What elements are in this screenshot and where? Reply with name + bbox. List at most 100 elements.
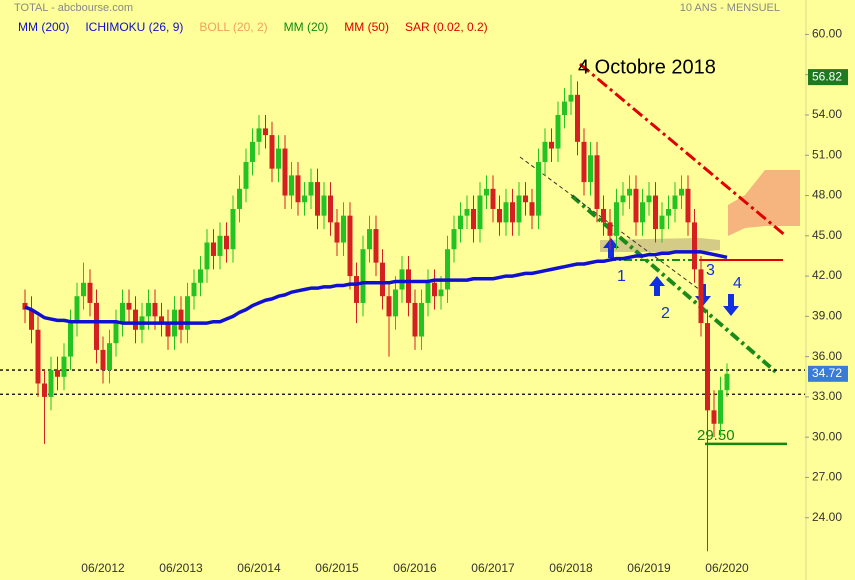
candle-body (29, 309, 34, 330)
candle-body (646, 195, 652, 203)
candle-body (263, 128, 268, 136)
candle-body (211, 242, 216, 256)
candle-body (542, 141, 548, 162)
candle-body (360, 249, 366, 303)
candle-body (685, 188, 691, 223)
candle-body (464, 208, 470, 216)
trend-line (570, 194, 778, 374)
candle-body (718, 390, 723, 424)
trend-line (519, 156, 701, 291)
candle-body (562, 101, 567, 115)
annotation: 4 Octobre 2018 (578, 56, 716, 78)
legend-entry: SAR (0.02, 0.2) (405, 20, 488, 34)
candle-body (536, 161, 541, 216)
x-tick-label: 06/2013 (159, 561, 203, 575)
candle-body (334, 222, 340, 243)
candle-body (575, 94, 580, 142)
candle-body (640, 202, 645, 223)
candle-body (321, 195, 327, 216)
signal-label: 4 (733, 275, 742, 292)
x-tick-label: 06/2014 (237, 561, 281, 575)
candle-body (217, 235, 223, 256)
candle-body (724, 373, 730, 391)
trend-line (579, 62, 787, 238)
candle-body (120, 302, 125, 324)
x-tick-label: 06/2020 (705, 561, 749, 575)
y-tick-label: 36.00 (812, 349, 842, 363)
candle-body (692, 222, 697, 270)
candle-body (594, 155, 600, 209)
candle-body (113, 323, 119, 344)
x-tick-label: 06/2017 (471, 561, 515, 575)
candle-body (55, 370, 60, 377)
candle-body (399, 269, 405, 290)
candle-body (529, 202, 535, 216)
candle-body (61, 356, 67, 377)
ichimoku-cloud (600, 238, 720, 252)
price-tag-label: 34.72 (812, 366, 842, 380)
signal-label: 3 (706, 262, 715, 279)
candle-body (159, 316, 164, 324)
candle-body (679, 188, 684, 196)
y-tick-label: 39.00 (812, 309, 842, 323)
y-tick-label: 24.00 (812, 510, 842, 524)
candle-body (269, 135, 275, 169)
candle-body (328, 195, 333, 223)
candle-body (432, 282, 437, 297)
source: TOTAL - abcbourse.com (14, 2, 133, 14)
candle-body (516, 195, 522, 223)
candle-body (412, 302, 418, 337)
candle-body (347, 215, 353, 277)
arrow-down (723, 294, 739, 316)
candle-body (445, 249, 450, 290)
candle-body (48, 370, 54, 397)
signal-label: 2 (661, 305, 670, 322)
ma-line (24, 250, 728, 325)
candle-body (354, 276, 359, 303)
y-tick-label: 48.00 (812, 188, 842, 202)
candle-body (295, 175, 301, 203)
legend-entry: BOLL (20, 2) (199, 20, 267, 34)
candle-body (588, 155, 593, 183)
arrow-up (649, 276, 665, 296)
candle-body (68, 323, 73, 357)
candle-body (81, 282, 86, 297)
price-tag (808, 69, 848, 86)
candle-body (35, 329, 41, 384)
candle-body (198, 269, 203, 283)
candle-body (107, 343, 112, 371)
candle-body (451, 229, 457, 250)
candle-body (178, 309, 184, 330)
candle-body (22, 302, 28, 310)
candle-body (256, 128, 262, 142)
candle-body (425, 282, 431, 303)
candle-body (438, 289, 444, 297)
candle-body (653, 195, 658, 230)
candle-body (133, 309, 138, 330)
candle-body (705, 323, 710, 411)
candle-body (204, 242, 210, 270)
candle-body (568, 94, 574, 102)
candle-body (419, 302, 424, 337)
candle-body (341, 215, 346, 243)
ichimoku-cloud (728, 170, 800, 236)
candle-body (302, 195, 307, 203)
y-tick-label: 51.00 (812, 147, 842, 161)
candle-body (510, 202, 515, 223)
candle-body (471, 208, 476, 230)
arrow-up (603, 238, 619, 258)
candle-body (308, 182, 314, 196)
y-tick-label: 45.00 (812, 228, 842, 242)
candle-body (87, 282, 93, 303)
candle-body (711, 410, 717, 424)
candle-body (549, 141, 554, 149)
candle-body (666, 208, 671, 216)
candle-body (555, 114, 561, 149)
candle-body (672, 195, 678, 209)
y-tick-label: 60.00 (812, 27, 842, 41)
x-tick-label: 06/2019 (627, 561, 671, 575)
x-tick-label: 06/2012 (81, 561, 125, 575)
candle-body (126, 302, 132, 310)
